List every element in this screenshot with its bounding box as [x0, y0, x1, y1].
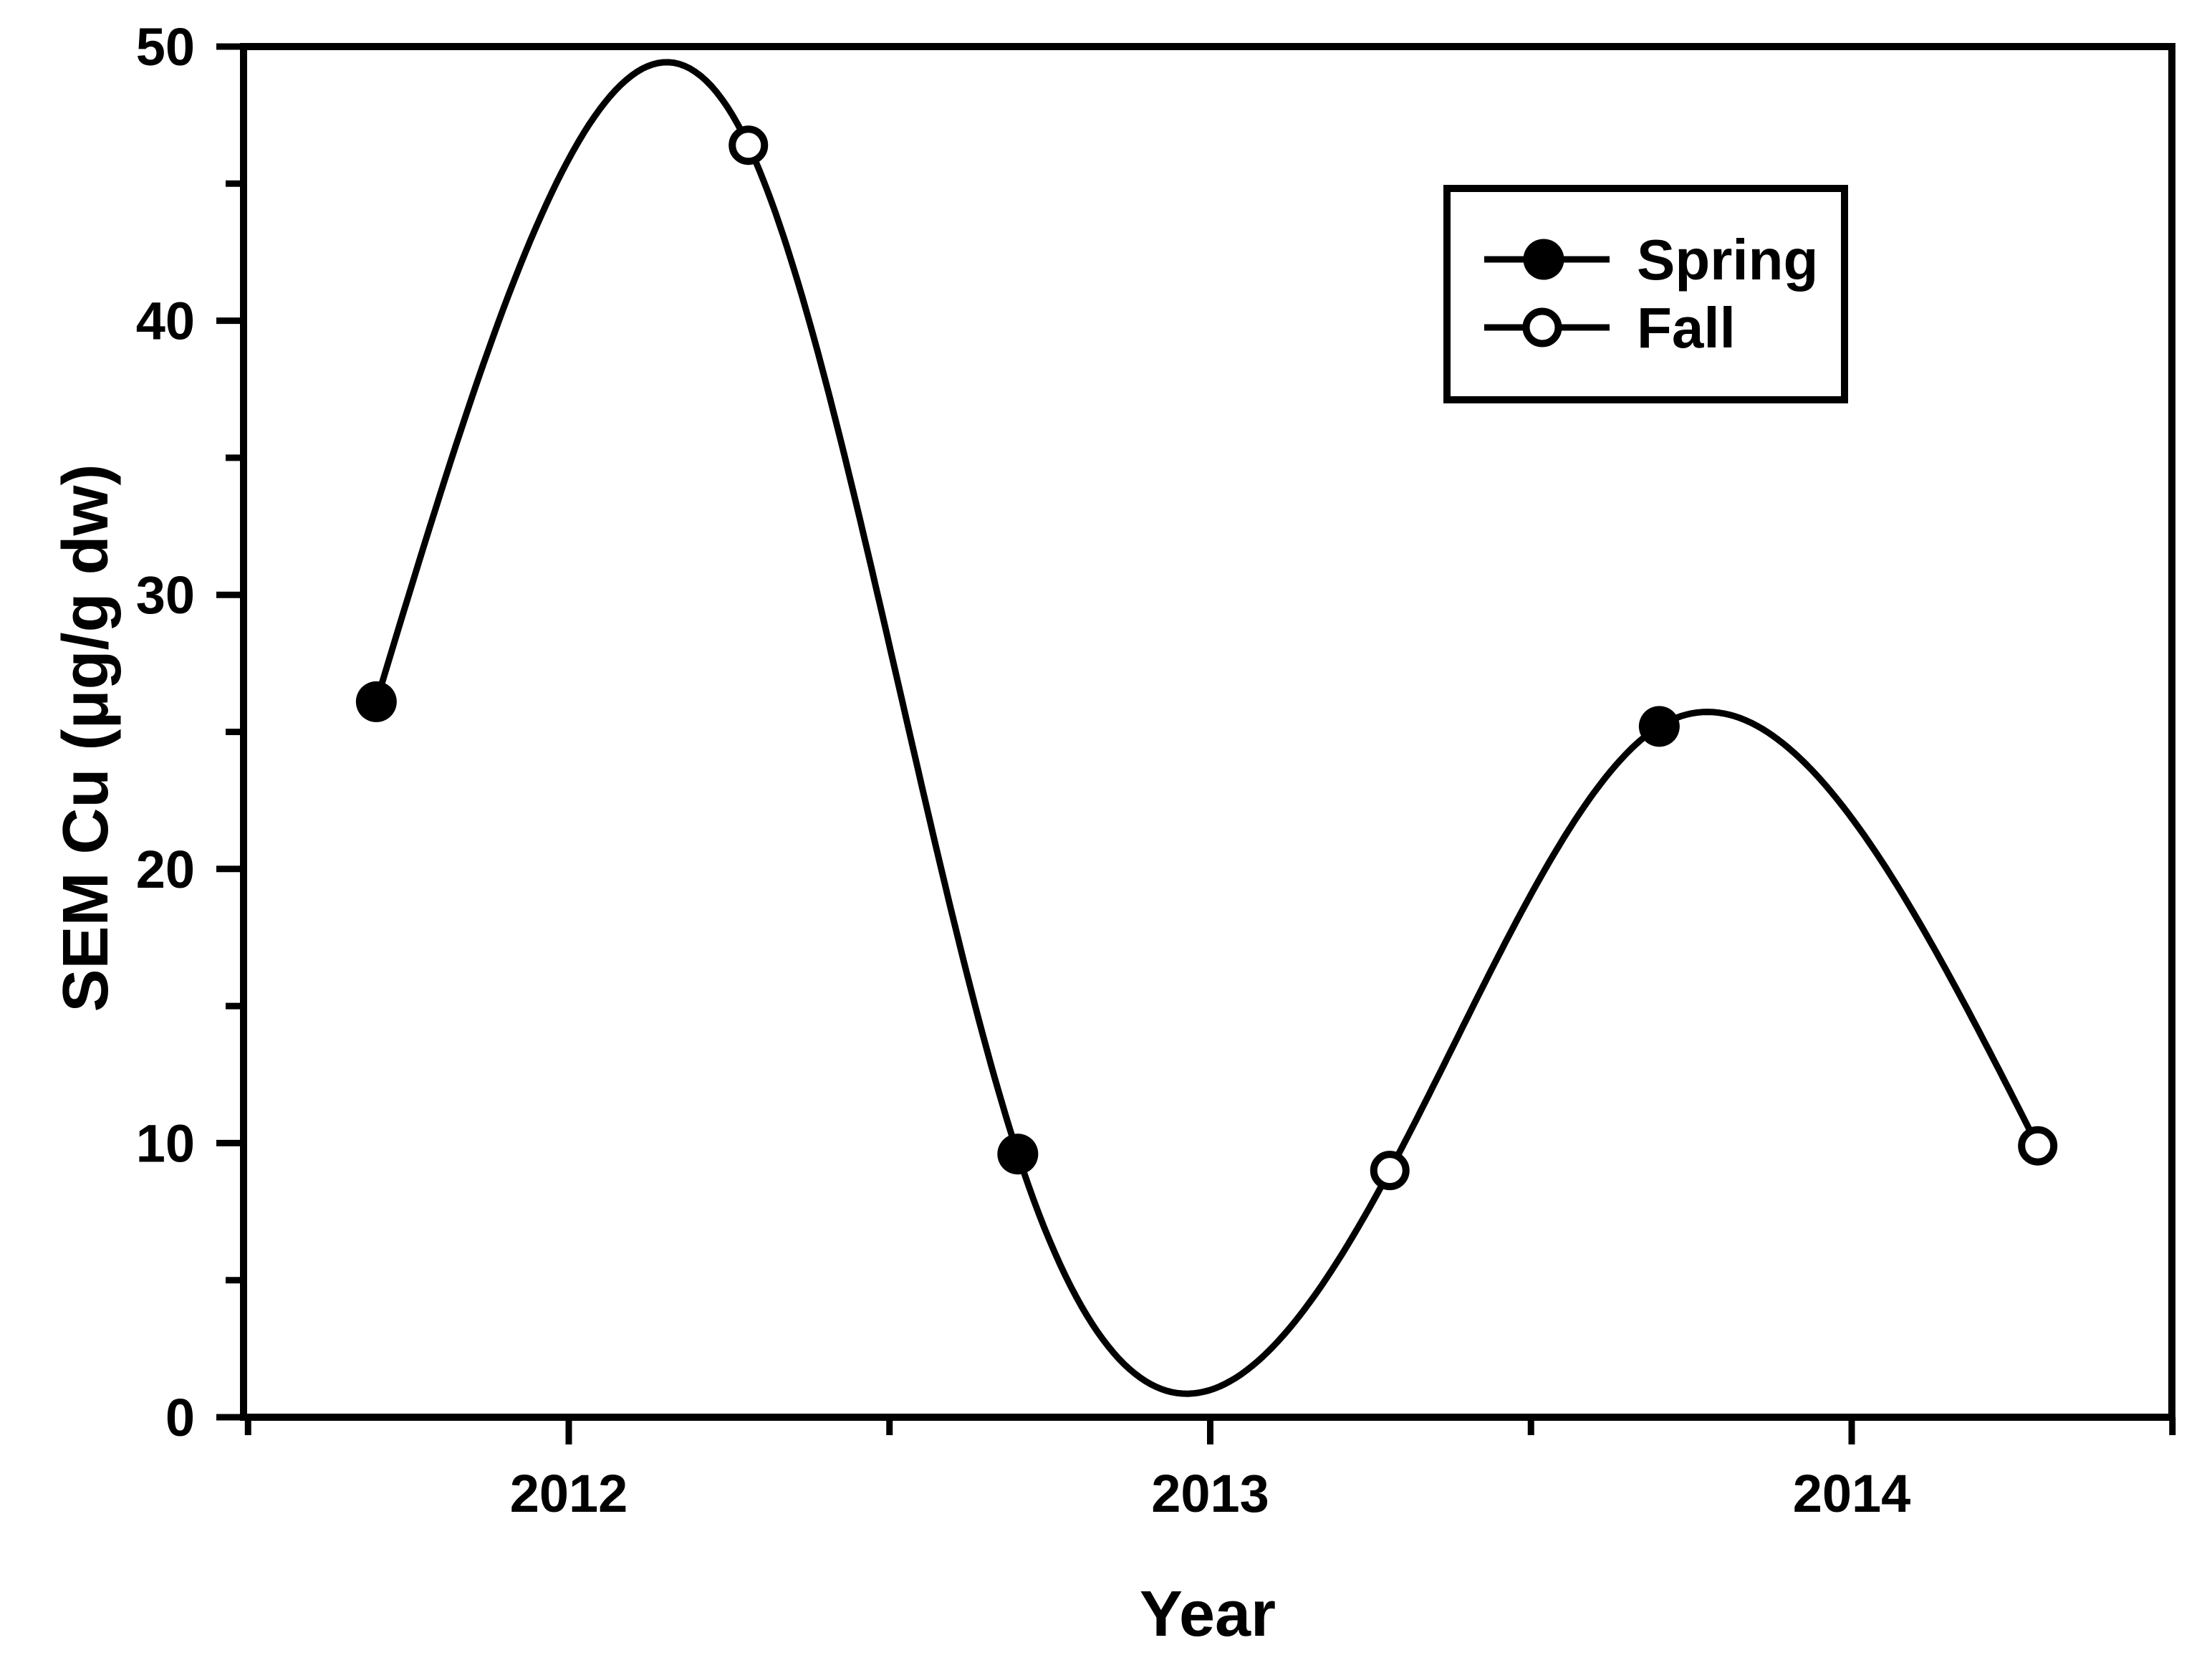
y-tick-label: 0 [165, 1388, 195, 1447]
data-curve [372, 59, 2042, 1397]
data-point-spring-filled-circle [355, 681, 397, 722]
y-tick-label: 40 [136, 292, 195, 351]
data-point-fall-open-circle [2018, 1126, 2058, 1166]
y-tick-label: 20 [136, 840, 195, 899]
legend-spring-filled-circle-icon [1523, 239, 1564, 280]
axis-ticks [216, 43, 2176, 1444]
axis-tick-labels: 0 10 20 30 40 50 2012 2013 2014 [136, 17, 1911, 1523]
y-tick-label: 50 [136, 17, 195, 77]
data-point-fall-open-circle [728, 125, 769, 166]
data-point-spring-filled-circle [1638, 706, 1680, 747]
x-axis-title: Year [1140, 1578, 1276, 1650]
x-tick-label: 2013 [1151, 1464, 1269, 1523]
legend-label-fall: Fall [1637, 296, 1736, 360]
legend-fall-open-circle-icon [1522, 307, 1562, 348]
legend-label-spring: Spring [1637, 228, 1818, 292]
y-axis-title: SEM Cu (μg/g dw) [50, 464, 122, 1012]
plot-frame [240, 43, 2175, 1421]
y-tick-label: 10 [136, 1113, 195, 1173]
y-tick-label: 30 [136, 565, 195, 625]
x-tick-label: 2014 [1793, 1464, 1911, 1523]
x-tick-label: 2012 [510, 1464, 628, 1523]
data-markers [355, 125, 2058, 1191]
data-point-spring-filled-circle [997, 1133, 1039, 1175]
data-point-fall-open-circle [1370, 1151, 1410, 1191]
legend: Spring Fall [1443, 185, 1848, 403]
legend-box [1443, 185, 1848, 403]
